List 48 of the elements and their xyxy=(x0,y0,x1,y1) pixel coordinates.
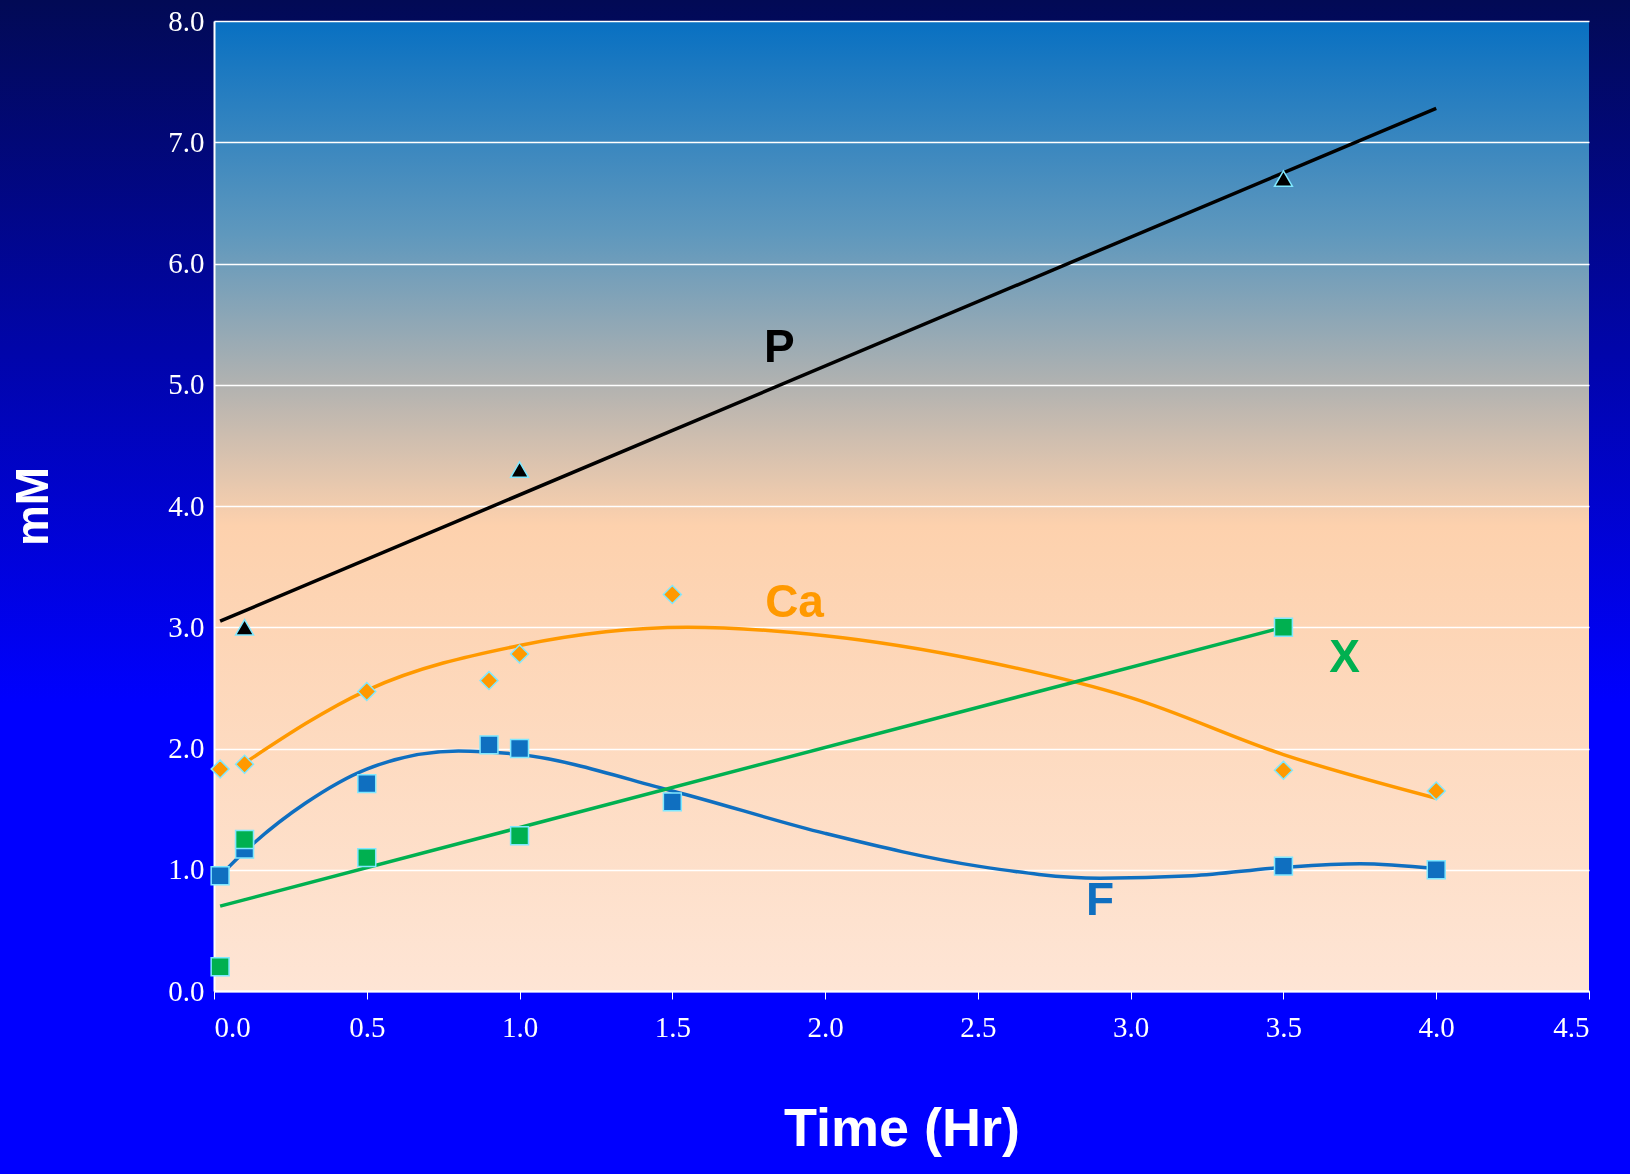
point xyxy=(1273,170,1294,188)
x-tick-label: 2.5 xyxy=(960,1010,997,1043)
y-tick-label: 7.0 xyxy=(168,125,205,158)
point xyxy=(1273,856,1294,876)
point xyxy=(1426,860,1446,880)
x-tick-label: 4.0 xyxy=(1418,1010,1455,1043)
y-tick-label: 8.0 xyxy=(168,4,205,37)
point xyxy=(357,773,377,794)
x-tick-label: 0.0 xyxy=(214,1010,251,1043)
y-tick-label: 5.0 xyxy=(168,368,205,401)
x-tick-label: 1.0 xyxy=(501,1010,539,1043)
x-tick-label: 3.5 xyxy=(1265,1010,1303,1043)
point xyxy=(1426,781,1446,801)
y-tick-label: 4.0 xyxy=(168,489,205,522)
point xyxy=(210,759,230,779)
point xyxy=(479,735,499,755)
point xyxy=(509,738,530,759)
point xyxy=(357,681,377,702)
point xyxy=(234,618,255,636)
y-tick-label: 6.0 xyxy=(168,247,205,279)
y-tick-label: 2.0 xyxy=(168,732,205,764)
point xyxy=(1273,760,1294,781)
point xyxy=(357,847,377,868)
point xyxy=(210,866,230,886)
series-label: Ca xyxy=(765,575,825,627)
point xyxy=(662,584,683,605)
x-tick-label: 1.5 xyxy=(654,1010,691,1043)
series-label: X xyxy=(1329,629,1361,682)
y-axis-title: mM xyxy=(6,466,59,547)
point xyxy=(509,461,530,479)
x-tick-label: 0.5 xyxy=(349,1010,386,1043)
point xyxy=(479,670,499,691)
y-tick-label: 3.0 xyxy=(168,610,205,643)
y-tick-label: 0.0 xyxy=(168,974,205,1007)
point xyxy=(234,829,255,850)
x-tick-label: 4.5 xyxy=(1553,1010,1590,1043)
point xyxy=(210,957,230,977)
point xyxy=(509,826,530,846)
x-tick-label: 2.0 xyxy=(807,1010,844,1043)
x-tick-label: 3.0 xyxy=(1113,1010,1150,1043)
point xyxy=(509,644,530,664)
text: F xyxy=(1086,873,1115,926)
point xyxy=(1273,617,1294,637)
x-axis-title: Time (Hr) xyxy=(783,1096,1021,1157)
text: P xyxy=(763,320,795,373)
point xyxy=(662,792,683,812)
y-tick-label: 1.0 xyxy=(168,853,205,886)
point xyxy=(234,754,255,774)
